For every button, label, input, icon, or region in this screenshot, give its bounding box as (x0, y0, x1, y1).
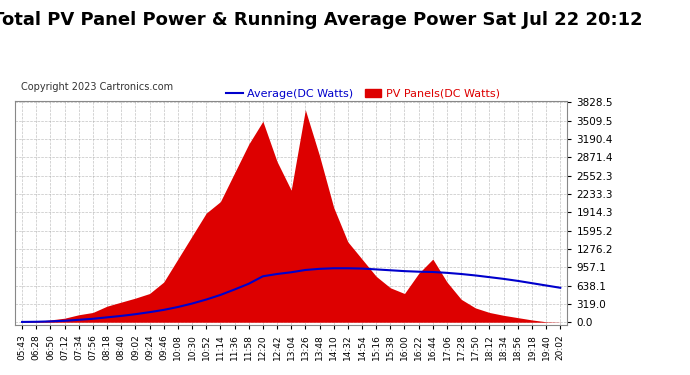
Text: Copyright 2023 Cartronics.com: Copyright 2023 Cartronics.com (21, 82, 172, 92)
Legend: Average(DC Watts), PV Panels(DC Watts): Average(DC Watts), PV Panels(DC Watts) (221, 84, 504, 104)
Text: Total PV Panel Power & Running Average Power Sat Jul 22 20:12: Total PV Panel Power & Running Average P… (0, 11, 642, 29)
